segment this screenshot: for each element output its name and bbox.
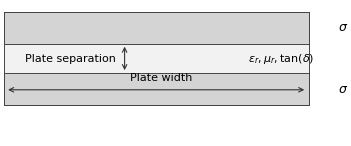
Bar (4, 73, 309, 105)
Text: σ: σ (339, 83, 346, 96)
Bar (4, 12, 309, 44)
Bar (4, 12, 309, 105)
Text: Plate width: Plate width (130, 73, 193, 83)
Text: $\varepsilon_r, \mu_r, \tan(\delta)$: $\varepsilon_r, \mu_r, \tan(\delta)$ (248, 52, 314, 66)
Text: Plate separation: Plate separation (25, 54, 115, 64)
Bar (4, 44, 309, 73)
Text: σ: σ (339, 21, 346, 34)
